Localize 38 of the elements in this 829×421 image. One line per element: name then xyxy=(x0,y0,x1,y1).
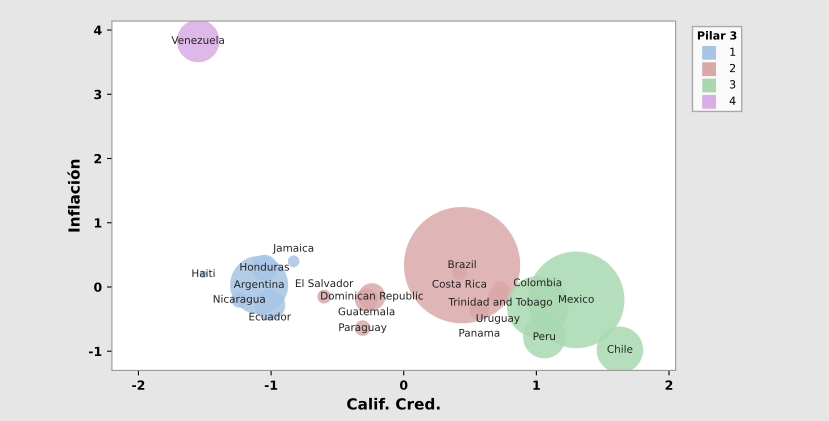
y-tick-label: 0 xyxy=(94,282,102,292)
x-tick-label: -2 xyxy=(132,380,144,390)
annotation: Peru xyxy=(534,332,555,340)
annotation: Dominican Republic xyxy=(321,292,423,302)
annotation: Ecuador xyxy=(249,312,292,320)
x-tick-label: 0 xyxy=(400,380,408,390)
annotation: Argentina xyxy=(234,280,284,290)
x-tick-label: 1 xyxy=(533,380,540,390)
annotation: Paraguay xyxy=(339,323,387,334)
annotation: Uruguay xyxy=(476,314,520,324)
y-tick-label: 1 xyxy=(94,218,102,228)
annotation: Honduras xyxy=(240,262,289,271)
annotation: Colombia xyxy=(514,278,562,286)
y-axis-title: Inflación xyxy=(67,160,80,232)
annotation: Venezuela xyxy=(171,36,224,44)
x-tick-label: 2 xyxy=(666,380,672,390)
annotation: Nicaragua xyxy=(214,294,265,305)
x-axis-title: Calif. Cred. xyxy=(347,398,440,410)
annotation: Panama xyxy=(459,328,500,337)
legend-label: 3 xyxy=(730,80,736,89)
annotation: Jamaica xyxy=(272,244,314,254)
legend-label: 2 xyxy=(730,64,736,72)
legend-label: 1 xyxy=(730,48,736,56)
annotation: Trinidad and Tobago xyxy=(448,298,552,308)
legend-label: 4 xyxy=(730,96,736,105)
y-tick-label: 4 xyxy=(94,26,102,35)
annotation: Chile xyxy=(607,344,632,353)
annotation: Mexico xyxy=(558,294,594,303)
y-tick-label: 3 xyxy=(94,90,102,100)
annotation: Costa Rica xyxy=(432,280,486,288)
y-tick-label: 2 xyxy=(94,154,102,164)
x-tick-label: -1 xyxy=(264,380,278,390)
legend-title: Pilar 3 xyxy=(698,31,736,40)
annotation: Brazil xyxy=(448,260,476,268)
y-tick-label: -1 xyxy=(88,346,102,356)
annotation: El Salvador xyxy=(296,279,354,288)
annotation: Guatemala xyxy=(338,307,394,316)
annotation: Haiti xyxy=(192,269,215,278)
